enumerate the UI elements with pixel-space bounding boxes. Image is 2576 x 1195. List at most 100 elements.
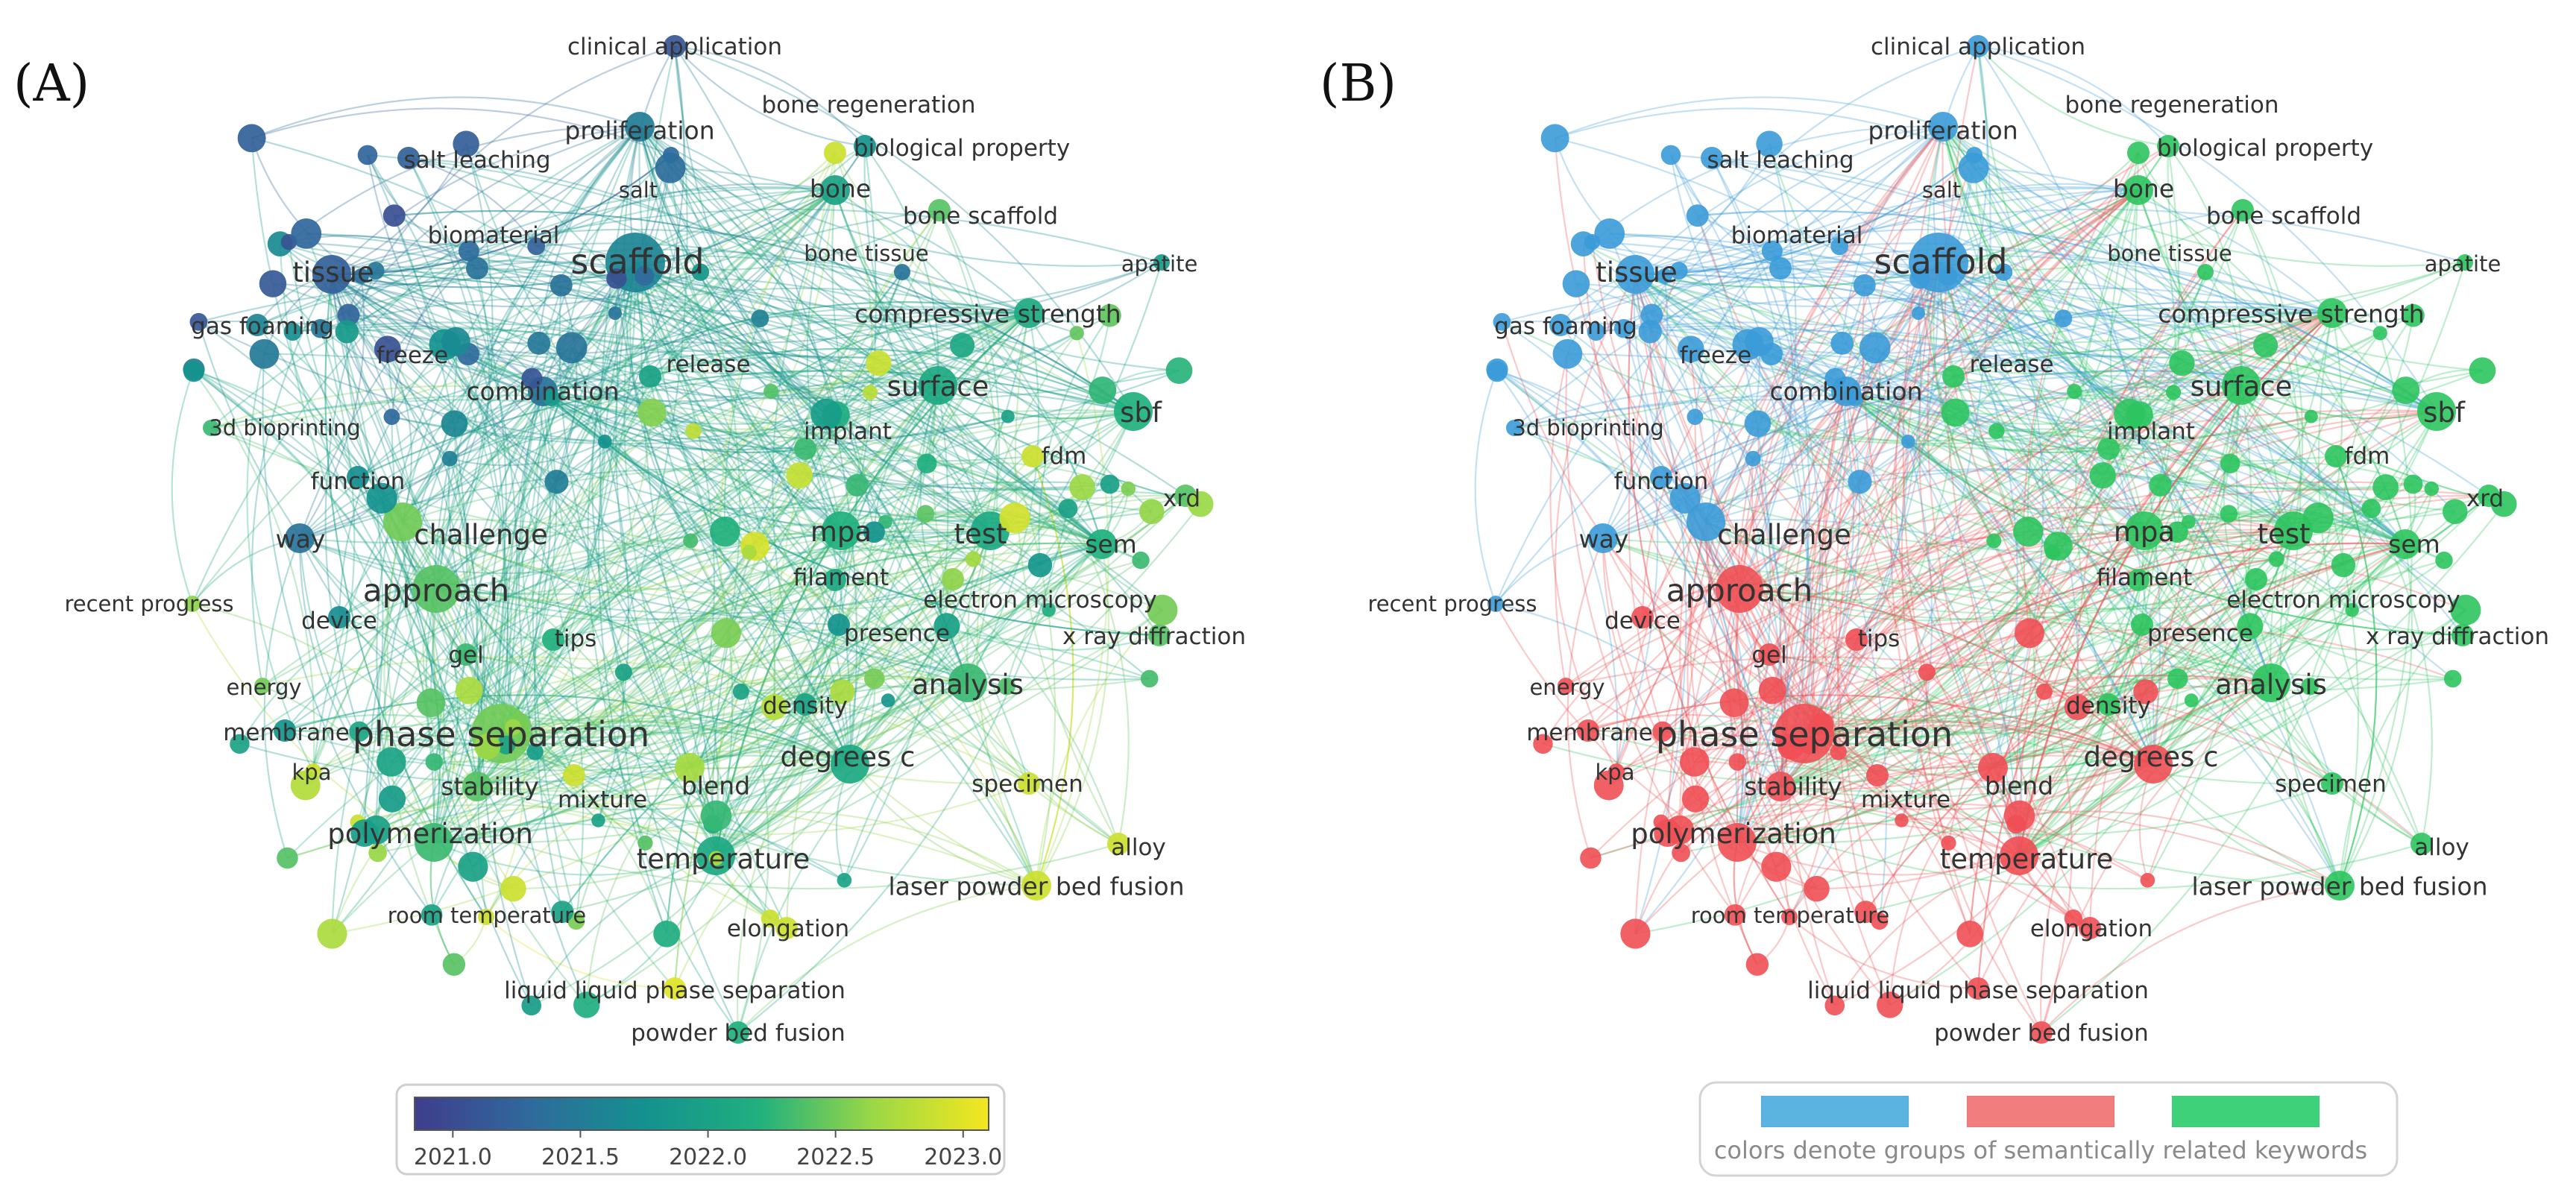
network-link [1854, 301, 2333, 399]
network-link [542, 391, 1160, 637]
network-link [1736, 754, 2154, 843]
network-link [1634, 274, 2154, 766]
network-link [1623, 186, 2139, 330]
network-link [1942, 126, 2344, 567]
network-link [1554, 274, 1636, 687]
network-link [1634, 274, 1696, 417]
network-link [1835, 126, 1944, 921]
keyword-node [2390, 529, 2420, 559]
network-link [518, 542, 1103, 725]
network-link [586, 578, 954, 1006]
network-link [476, 145, 866, 787]
keyword-label: liquid liquid phase separation [504, 977, 845, 1004]
network-link [435, 540, 691, 595]
keyword-node [664, 35, 686, 57]
network-link [542, 391, 1015, 522]
network-link [1739, 411, 2437, 596]
minor-keyword-node [760, 909, 780, 928]
network-link [363, 312, 1030, 834]
network-link [192, 189, 836, 605]
network-link [1780, 389, 2407, 788]
network-link [673, 45, 887, 523]
keyword-node [1758, 643, 1780, 666]
network-link [2018, 411, 2437, 857]
network-link [1824, 391, 1879, 776]
network-link [1494, 126, 1944, 605]
network-link [1977, 45, 2161, 765]
minor-keyword-node [1830, 332, 1854, 355]
keyword-label: approach [1666, 573, 1813, 609]
minor-keyword-node [1994, 263, 2013, 281]
network-link [1926, 126, 1995, 541]
minor-keyword-node [504, 719, 521, 736]
network-link [804, 312, 1030, 705]
network-link [1845, 391, 2455, 524]
network-link [1495, 189, 2139, 605]
network-link [714, 312, 1030, 857]
network-link [1602, 276, 1669, 539]
keyword-label: clinical application [567, 34, 782, 60]
network-link [937, 385, 1134, 420]
keyword-node [894, 264, 910, 280]
network-link [251, 107, 672, 157]
network-link [1942, 126, 2141, 416]
network-link [476, 271, 702, 787]
network-link [840, 312, 1030, 532]
network-link [435, 152, 837, 590]
network-link [2334, 455, 2378, 886]
network-link [1689, 348, 1716, 523]
network-link [272, 283, 552, 399]
network-link [1739, 578, 2139, 622]
network-link [1865, 503, 2505, 913]
keyword-label: function [1614, 468, 1709, 495]
network-link [834, 189, 1163, 611]
network-link [292, 325, 1103, 545]
network-link [2015, 271, 2206, 824]
network-link [1695, 415, 2312, 800]
network-link [629, 262, 692, 542]
network-link [2144, 530, 2453, 680]
minor-keyword-node [864, 668, 885, 690]
keyword-node [1487, 596, 1504, 612]
keyword-label: bone regeneration [762, 92, 976, 119]
network-link [1496, 371, 1619, 772]
network-link [246, 353, 314, 772]
network-link [634, 262, 1030, 329]
network-link [500, 733, 851, 783]
network-link [1591, 125, 1944, 243]
network-link [1859, 285, 1881, 482]
network-link [306, 233, 991, 532]
network-link [1803, 189, 2139, 734]
keyword-node [415, 823, 453, 862]
network-link [1542, 587, 1740, 745]
network-link [1780, 691, 2147, 790]
network-link [2147, 385, 2252, 881]
network-link [1801, 262, 1939, 734]
panel-b-cluster-visualization: (B) clinical application proliferation bon… [1320, 34, 2549, 1177]
network-link [724, 312, 1030, 532]
network-link [435, 168, 672, 590]
network-link [693, 428, 1103, 545]
network-link [2027, 189, 2139, 532]
network-link [849, 578, 954, 765]
network-link [1705, 520, 2277, 595]
network-link [1804, 362, 2182, 734]
network-link [468, 529, 991, 692]
network-link [1666, 312, 2333, 834]
minor-keyword-node [1941, 835, 1956, 851]
keyword-label: elongation [727, 915, 849, 942]
network-link [1942, 126, 2179, 532]
minor-keyword-node [2220, 505, 2238, 523]
network-link [433, 543, 1103, 844]
network-link [366, 154, 468, 843]
network-link [1938, 262, 2334, 784]
network-link [1942, 126, 2154, 765]
keyword-label: stability [441, 772, 538, 801]
network-link [806, 189, 843, 532]
minor-keyword-node [2237, 613, 2264, 640]
network-link [1651, 314, 2064, 355]
network-link [1739, 152, 2140, 590]
minor-keyword-node [751, 309, 769, 328]
minor-keyword-node [310, 319, 330, 338]
